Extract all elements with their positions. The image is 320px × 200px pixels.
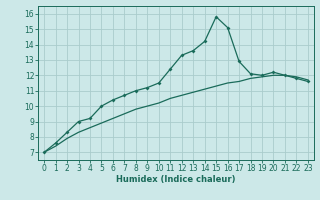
X-axis label: Humidex (Indice chaleur): Humidex (Indice chaleur): [116, 175, 236, 184]
